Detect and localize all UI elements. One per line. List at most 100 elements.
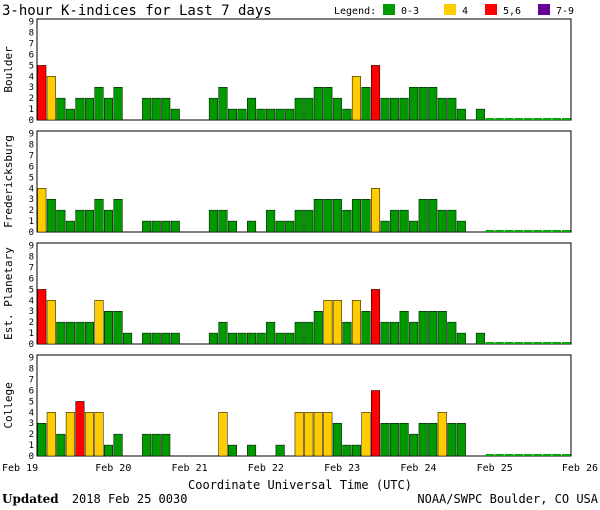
k-index-bar <box>113 310 123 345</box>
y-tick-label: 3 <box>29 419 34 429</box>
k-index-bar <box>428 86 438 121</box>
k-index-bar <box>332 422 342 457</box>
k-index-bar <box>104 444 114 457</box>
no-data-marker <box>533 230 542 232</box>
k-index-bar <box>294 321 304 345</box>
svg-text:Updated 2018 Feb 25 0030: Updated 2018 Feb 25 0030 <box>2 492 187 506</box>
k-index-bar <box>275 108 285 121</box>
k-index-bar <box>56 209 66 233</box>
k-index-bar <box>151 220 161 233</box>
legend-swatch <box>444 4 456 15</box>
footer: Updated 2018 Feb 25 0030 NOAA/SWPC Bould… <box>2 492 599 506</box>
y-tick-label: 1 <box>29 105 34 115</box>
x-axis-ticks: Feb 19 Feb 20 Feb 21 Feb 22 Feb 23 Feb 24 Feb … <box>2 463 598 474</box>
y-tick-label: 4 <box>29 184 34 194</box>
k-index-bar <box>237 108 247 121</box>
k-index-bar <box>475 332 485 345</box>
k-index-bar <box>304 209 314 233</box>
k-index-bar <box>456 220 466 233</box>
k-index-bar <box>84 209 94 233</box>
k-index-bar <box>227 444 237 457</box>
no-data-marker <box>533 342 542 344</box>
k-index-bar <box>447 209 457 233</box>
k-index-bar <box>75 97 85 121</box>
y-tick-label: 7 <box>29 264 34 274</box>
y-tick-label: 8 <box>29 253 34 263</box>
legend-label: Legend: <box>334 6 376 17</box>
k-index-bar <box>418 86 428 121</box>
k-index-bar <box>447 422 457 457</box>
k-index-bar <box>56 97 66 121</box>
k-index-bar <box>390 422 400 457</box>
k-index-bar <box>37 65 47 121</box>
x-axis-label: Coordinate Universal Time (UTC) <box>188 478 412 492</box>
k-index-bar <box>46 76 56 121</box>
x-tick-label: Feb 24 <box>400 463 436 474</box>
y-tick-label: 7 <box>29 376 34 386</box>
y-tick-label: 9 <box>29 18 34 28</box>
k-index-bar <box>247 444 257 457</box>
no-data-marker <box>542 342 552 344</box>
y-tick-label: 5 <box>29 173 34 183</box>
k-index-bar <box>113 433 123 457</box>
series-name-label: College <box>2 382 15 428</box>
no-data-marker <box>552 342 561 344</box>
no-data-marker <box>514 230 523 232</box>
y-tick-label: 2 <box>29 318 34 328</box>
k-index-bar <box>113 86 123 121</box>
k-index-bar <box>313 412 323 457</box>
no-data-marker <box>561 230 571 232</box>
k-index-bar <box>294 209 304 233</box>
k-index-bar <box>37 289 47 345</box>
no-data-marker <box>533 118 542 120</box>
k-index-bar <box>437 412 447 457</box>
k-index-bar <box>208 209 218 233</box>
y-tick-label: 5 <box>29 61 34 71</box>
k-index-bar <box>390 321 400 345</box>
k-index-bar <box>351 444 361 457</box>
y-tick-label: 2 <box>29 94 34 104</box>
k-index-bar <box>94 412 104 457</box>
k-index-bar <box>371 188 381 233</box>
k-index-bar <box>266 108 276 121</box>
k-index-bar <box>208 97 218 121</box>
k-index-bar <box>65 220 75 233</box>
y-tick-label: 7 <box>29 152 34 162</box>
no-data-marker <box>552 230 561 232</box>
k-index-bar <box>37 188 47 233</box>
k-index-bar <box>285 220 295 233</box>
k-index-bar <box>104 310 114 345</box>
y-tick-label: 6 <box>29 50 34 60</box>
k-index-bar <box>399 422 409 457</box>
k-index-bar <box>342 321 352 345</box>
no-data-marker <box>514 342 523 344</box>
k-index-bar <box>151 433 161 457</box>
k-index-bar <box>437 97 447 121</box>
k-index-bar <box>275 220 285 233</box>
k-index-bar <box>313 86 323 121</box>
no-data-marker <box>504 118 514 120</box>
chart-title: 3-hour K-indices for Last 7 days <box>2 3 272 19</box>
k-index-bar <box>170 108 180 121</box>
k-index-bar <box>113 198 123 233</box>
k-index-bar <box>94 198 104 233</box>
series-name-label: Boulder <box>2 46 15 93</box>
k-index-bar <box>75 209 85 233</box>
y-tick-label: 2 <box>29 430 34 440</box>
k-index-bar <box>75 401 85 457</box>
k-index-bar <box>361 198 371 233</box>
panel-frame <box>36 130 572 233</box>
k-index-bar <box>323 198 333 233</box>
k-index-bar <box>380 422 390 457</box>
y-tick-label: 6 <box>29 274 34 284</box>
k-index-bar <box>323 300 333 345</box>
y-tick-label: 8 <box>29 365 34 375</box>
k-index-bar <box>142 332 152 345</box>
legend-swatch <box>383 4 395 15</box>
y-tick-label: 0 <box>29 340 34 350</box>
no-data-marker <box>504 454 514 456</box>
k-index-bar <box>456 422 466 457</box>
no-data-marker <box>485 454 495 456</box>
updated-timestamp: 2018 Feb 25 0030 <box>72 492 188 506</box>
